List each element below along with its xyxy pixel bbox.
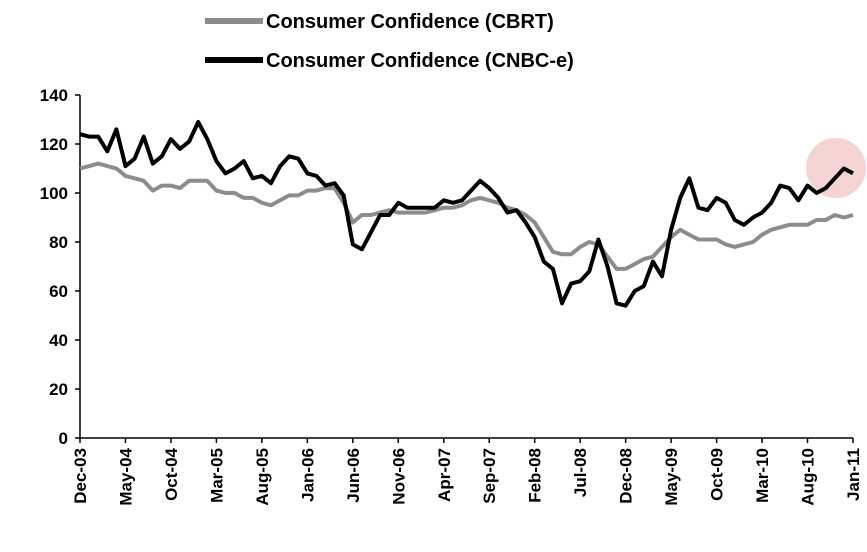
x-tick-label: Sep-07: [480, 448, 499, 504]
legend-label: Consumer Confidence (CBRT): [266, 11, 554, 33]
x-tick-label: Aug-10: [799, 448, 818, 506]
x-tick-label: Dec-03: [71, 448, 90, 504]
y-tick-label: 20: [49, 380, 68, 399]
y-tick-label: 40: [49, 331, 68, 350]
highlight: [806, 138, 866, 198]
x-tick-label: May-04: [116, 447, 135, 505]
x-tick-label: Oct-04: [162, 447, 181, 500]
x-tick-label: Aug-05: [253, 448, 272, 506]
series-line: [79, 161, 854, 271]
x-tick-label: Mar-10: [753, 448, 772, 503]
y-tick-label: 0: [59, 429, 68, 448]
series-line: [79, 120, 854, 308]
x-tick-label: Dec-08: [617, 448, 636, 504]
x-tick-label: Jan-06: [298, 448, 317, 502]
x-tick-label: May-09: [662, 448, 681, 506]
x-tick-label: Jan-11: [844, 448, 863, 501]
x-tick-label: Feb-08: [526, 448, 545, 503]
legend-label: Consumer Confidence (CNBC-e): [266, 50, 574, 72]
x-tick-label: Mar-05: [207, 448, 226, 503]
x-tick-label: Nov-06: [389, 448, 408, 505]
y-tick-label: 80: [49, 233, 68, 252]
y-tick-label: 140: [40, 86, 68, 105]
x-tick-label: Oct-09: [708, 448, 727, 501]
y-tick-label: 120: [40, 135, 68, 154]
x-tick-label: Apr-07: [435, 448, 454, 502]
x-tick-label: Jul-08: [571, 448, 590, 497]
x-tick-label: Jun-06: [344, 448, 363, 503]
y-tick-label: 100: [40, 184, 68, 203]
y-tick-label: 60: [49, 282, 68, 301]
